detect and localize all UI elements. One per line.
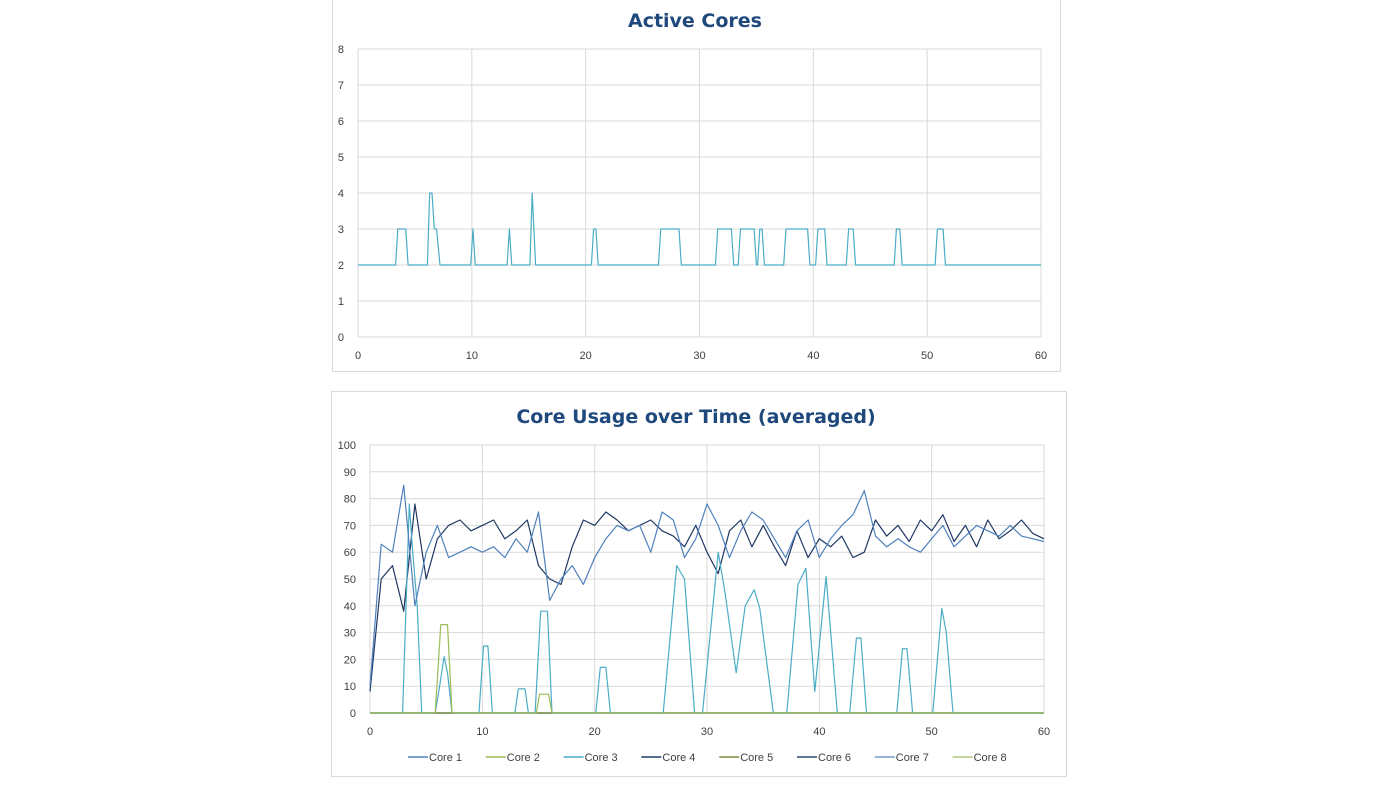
x-tick-label: 10	[476, 726, 488, 738]
x-tick-label: 20	[589, 726, 601, 738]
series-line-active-cores	[358, 192, 1041, 266]
x-tick-label: 30	[693, 350, 705, 362]
series-line-core-3	[370, 503, 1044, 714]
legend-label: Core 5	[740, 752, 773, 764]
x-tick-label: 0	[355, 350, 361, 362]
x-tick-label: 20	[580, 350, 592, 362]
y-tick-label: 7	[338, 80, 344, 92]
active-cores-chart-frame	[332, 0, 1061, 372]
x-tick-label: 30	[701, 726, 713, 738]
x-tick-label: 40	[813, 726, 825, 738]
y-tick-label: 40	[344, 601, 356, 613]
y-tick-label: 1	[338, 296, 344, 308]
y-tick-label: 4	[338, 188, 344, 200]
legend-label: Core 4	[662, 752, 695, 764]
y-tick-label: 50	[344, 574, 356, 586]
y-tick-label: 2	[338, 260, 344, 272]
x-tick-label: 0	[367, 726, 373, 738]
y-tick-label: 0	[350, 708, 356, 720]
x-tick-label: 60	[1035, 350, 1047, 362]
y-tick-label: 20	[344, 654, 356, 666]
legend-label: Core 6	[818, 752, 851, 764]
chart-title: Core Usage over Time (averaged)	[516, 406, 875, 428]
y-tick-label: 8	[338, 44, 344, 56]
chart-title: Active Cores	[628, 10, 762, 32]
legend-label: Core 8	[974, 752, 1007, 764]
y-tick-label: 70	[344, 520, 356, 532]
legend-label: Core 1	[429, 752, 462, 764]
y-tick-label: 80	[344, 494, 356, 506]
y-tick-label: 3	[338, 224, 344, 236]
y-tick-label: 0	[338, 332, 344, 344]
series-line-core-4	[369, 503, 1045, 692]
x-tick-label: 50	[921, 350, 933, 362]
y-tick-label: 6	[338, 116, 344, 128]
x-tick-label: 10	[466, 350, 478, 362]
series-line-core-2	[370, 623, 1044, 714]
y-tick-label: 60	[344, 547, 356, 559]
x-tick-label: 50	[926, 726, 938, 738]
y-tick-label: 90	[344, 467, 356, 479]
x-tick-label: 60	[1038, 726, 1050, 738]
legend-label: Core 2	[507, 752, 540, 764]
y-tick-label: 30	[344, 628, 356, 640]
y-tick-label: 100	[338, 440, 356, 452]
x-tick-label: 40	[807, 350, 819, 362]
y-tick-label: 10	[344, 681, 356, 693]
series-line-core-1	[369, 484, 1045, 687]
legend-label: Core 7	[896, 752, 929, 764]
y-tick-label: 5	[338, 152, 344, 164]
legend-label: Core 3	[585, 752, 618, 764]
